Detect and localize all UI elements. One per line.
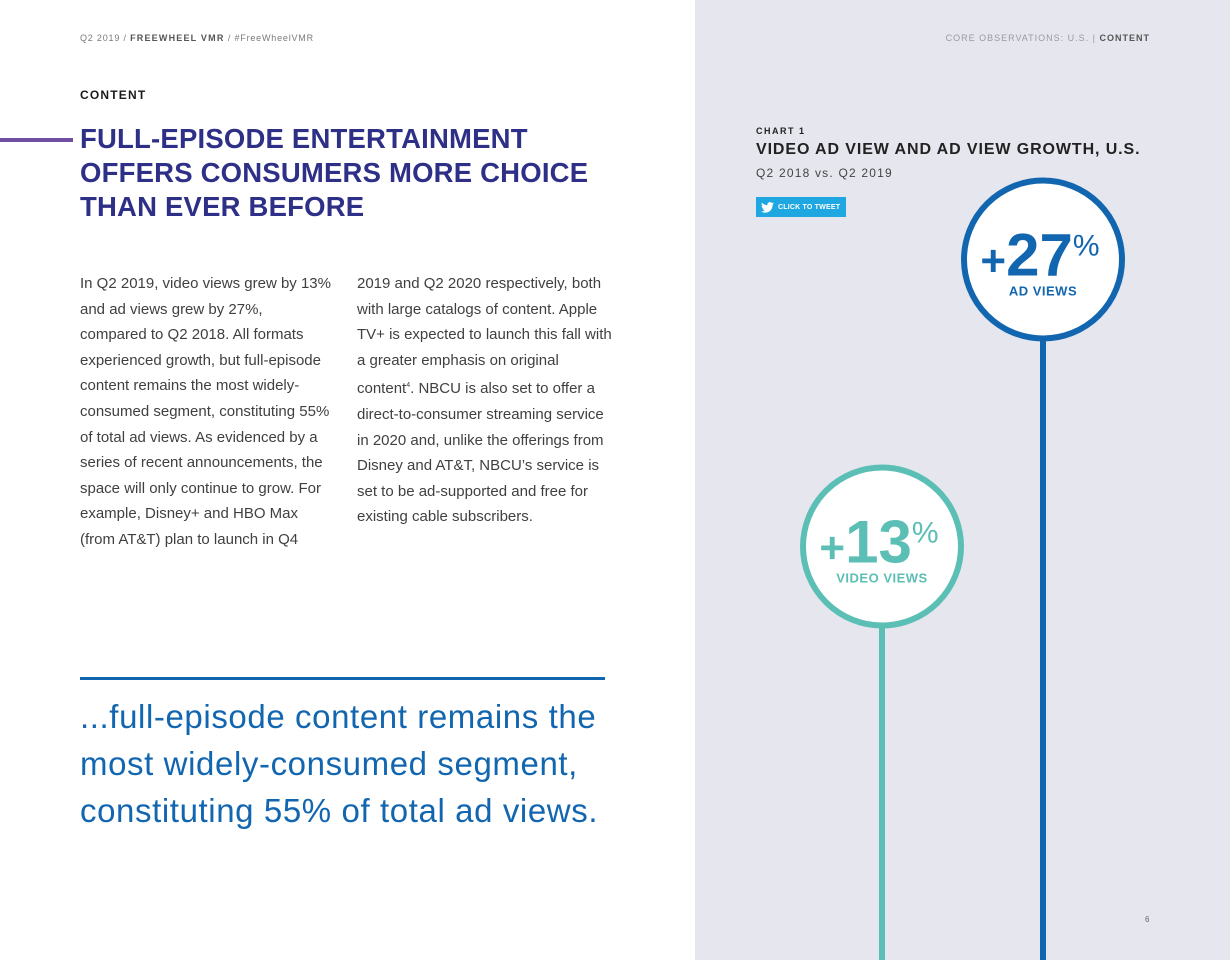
growth-chart: +13%VIDEO VIEWS+27%AD VIEWS [800,177,1125,960]
growth-value-label: +13% [819,509,938,576]
value-number: 13 [845,509,912,576]
header-date: Q2 2019 [80,33,121,43]
body-column-2-text-a: 2019 and Q2 2020 respectively, both with… [357,275,612,398]
accent-bar [0,138,73,142]
growth-value-label: +27% [980,222,1099,289]
chart-title: VIDEO AD VIEW AND AD VIEW GROWTH, U.S. [756,141,1141,158]
body-column-1: In Q2 2019, video views grew by 13% and … [80,275,331,548]
click-to-tweet-button[interactable]: CLICK TO TWEET [756,197,846,217]
running-header-right: CORE OBSERVATIONS: U.S. | CONTENT [946,33,1150,43]
section-label: CONTENT [80,88,147,102]
value-suffix: % [1073,230,1100,263]
right-panel [695,0,1230,960]
value-prefix: + [980,237,1006,286]
page-number: 6 [1145,915,1150,924]
header-hashtag: #FreeWheelVMR [234,33,314,43]
chart-subtitle: Q2 2018 vs. Q2 2019 [756,166,893,180]
value-suffix: % [912,517,939,550]
value-number: 27 [1006,222,1073,289]
page-headline: FULL-EPISODE ENTERTAINMENT OFFERS CONSUM… [80,123,589,222]
chart-number: CHART 1 [756,126,806,136]
pull-quote: ...full-episode content remains the most… [80,698,599,829]
growth-category-label: AD VIEWS [1009,284,1077,299]
body-column-2-text-b: . NBCU is also set to offer a direct-to-… [357,380,604,526]
pull-quote-rule [80,677,605,680]
body-column-2: 2019 and Q2 2020 respectively, both with… [357,271,617,530]
growth-category-label: VIDEO VIEWS [836,571,927,586]
growth-circle [800,464,964,629]
growth-circle [961,177,1125,342]
header-brand: FREEWHEEL VMR [130,33,225,43]
header-separator: / [227,33,232,43]
twitter-bird-icon [761,201,774,213]
left-panel [0,0,695,960]
running-header-left: Q2 2019 / FREEWHEEL VMR / #FreeWheelVMR [80,33,314,43]
footnote-marker: 4 [406,382,411,390]
tweet-label: CLICK TO TWEET [778,203,841,211]
header-separator: / [123,33,127,43]
header-active-section: CONTENT [1099,33,1150,43]
header-section: CORE OBSERVATIONS: U.S. [945,33,1090,43]
value-prefix: + [819,524,845,573]
header-separator: | [1092,33,1096,43]
